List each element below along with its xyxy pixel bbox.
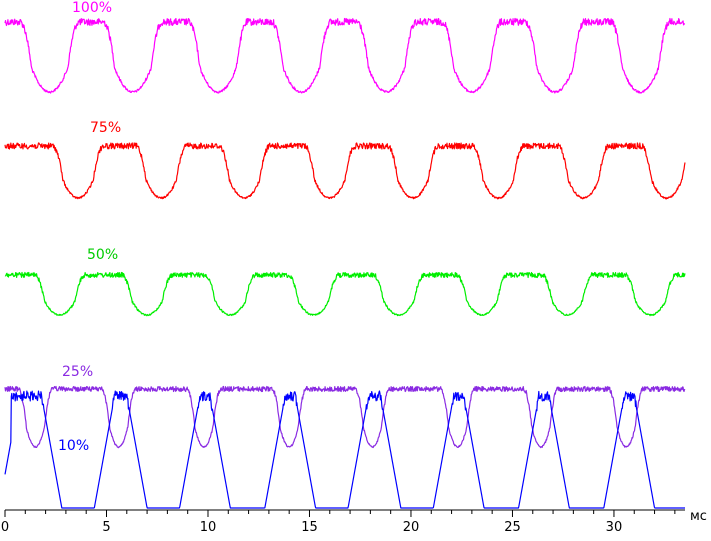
series-label-50: 50% xyxy=(87,247,118,263)
x-tick-label: 25 xyxy=(504,520,521,535)
series-labels-group: 100% 75% 50% 25% 10% xyxy=(58,0,121,454)
series-label-10: 10% xyxy=(58,438,89,454)
series-label-100: 100% xyxy=(72,0,112,16)
x-tick-label: 5 xyxy=(102,520,110,535)
series-label-75: 75% xyxy=(90,120,121,136)
x-tick-label: 30 xyxy=(606,520,623,535)
series-line-75 xyxy=(4,142,686,200)
traces-group xyxy=(4,17,686,509)
series-line-100 xyxy=(4,17,686,94)
series-label-25: 25% xyxy=(62,364,93,380)
x-tick-label: 20 xyxy=(403,520,420,535)
x-axis-unit-label: мс xyxy=(690,509,707,524)
series-line-10 xyxy=(4,390,686,509)
series-line-25 xyxy=(4,385,686,449)
x-tick-label: 10 xyxy=(200,520,217,535)
x-axis: 0 5 10 15 20 25 30 мс xyxy=(1,509,707,535)
x-tick-label: 15 xyxy=(301,520,318,535)
series-line-50 xyxy=(4,271,686,317)
x-tick-label: 0 xyxy=(1,520,9,535)
